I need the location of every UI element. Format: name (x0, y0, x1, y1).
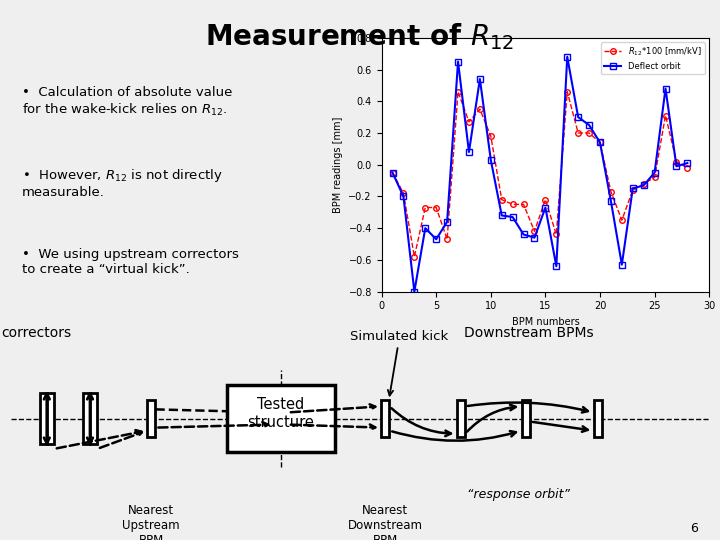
Deflect orbit (618, 261, 626, 268)
$R_{12}$*100 [mm/kV] (519, 201, 528, 207)
Deflect orbit (683, 160, 692, 166)
Deflect orbit (574, 114, 582, 120)
Deflect orbit (487, 157, 495, 163)
$R_{12}$*100 [mm/kV] (585, 130, 593, 136)
$R_{12}$*100 [mm/kV] (683, 165, 692, 171)
Text: •  Calculation of absolute value
for the wake-kick relies on $R_{12}$.: • Calculation of absolute value for the … (22, 86, 232, 118)
$R_{12}$*100 [mm/kV] (421, 204, 430, 211)
Deflect orbit (464, 148, 473, 156)
$R_{12}$*100 [mm/kV] (650, 174, 659, 180)
Text: •  However, $R_{12}$ is not directly
measurable.: • However, $R_{12}$ is not directly meas… (22, 167, 222, 199)
Bar (47, 393, 54, 444)
Text: 6: 6 (690, 522, 698, 535)
Deflect orbit (629, 185, 637, 192)
Bar (40, 393, 47, 444)
Bar (227, 385, 335, 452)
Text: correctors: correctors (1, 326, 71, 340)
$R_{12}$*100 [mm/kV] (443, 236, 451, 242)
Deflect orbit (530, 234, 539, 241)
$R_{12}$*100 [mm/kV] (487, 133, 495, 139)
$R_{12}$*100 [mm/kV] (399, 190, 408, 197)
Deflect orbit (399, 193, 408, 200)
Y-axis label: BPM readings [mm]: BPM readings [mm] (333, 117, 343, 213)
Deflect orbit (421, 225, 430, 231)
Bar (521, 400, 530, 437)
Bar (457, 400, 465, 437)
Deflect orbit (639, 182, 648, 188)
Text: Nearest
Downstream
BPM: Nearest Downstream BPM (348, 503, 423, 540)
Deflect orbit (650, 170, 659, 176)
Bar (148, 400, 156, 437)
$R_{12}$*100 [mm/kV] (432, 204, 441, 211)
$R_{12}$*100 [mm/kV] (661, 112, 670, 119)
Text: Nearest
Upstream
BPM: Nearest Upstream BPM (122, 503, 180, 540)
Deflect orbit (388, 170, 397, 176)
$R_{12}$*100 [mm/kV] (388, 170, 397, 176)
$R_{12}$*100 [mm/kV] (541, 197, 550, 203)
$R_{12}$*100 [mm/kV] (410, 253, 419, 260)
Text: Tested
structure: Tested structure (248, 397, 314, 430)
$R_{12}$*100 [mm/kV] (454, 89, 462, 95)
Text: Downstream BPMs: Downstream BPMs (464, 326, 594, 340)
Deflect orbit (552, 263, 561, 269)
Deflect orbit (541, 204, 550, 211)
Deflect orbit (432, 236, 441, 242)
Deflect orbit (595, 139, 604, 146)
$R_{12}$*100 [mm/kV] (574, 130, 582, 136)
Text: •  We using upstream correctors
to create a “virtual kick”.: • We using upstream correctors to create… (22, 248, 238, 276)
Legend: $R_{12}$*100 [mm/kV], Deflect orbit: $R_{12}$*100 [mm/kV], Deflect orbit (601, 42, 705, 75)
$R_{12}$*100 [mm/kV] (595, 139, 604, 146)
$R_{12}$*100 [mm/kV] (563, 89, 572, 95)
$R_{12}$*100 [mm/kV] (552, 231, 561, 238)
Bar (83, 393, 90, 444)
Deflect orbit (585, 122, 593, 129)
$R_{12}$*100 [mm/kV] (464, 119, 473, 125)
Deflect orbit (563, 53, 572, 60)
Deflect orbit (498, 212, 506, 219)
Text: Measurement of $R_{12}$: Measurement of $R_{12}$ (205, 22, 515, 52)
Line: Deflect orbit: Deflect orbit (390, 54, 690, 294)
Deflect orbit (519, 231, 528, 238)
Deflect orbit (661, 85, 670, 92)
Deflect orbit (443, 219, 451, 225)
X-axis label: BPM numbers: BPM numbers (511, 317, 580, 327)
Bar (594, 400, 602, 437)
Deflect orbit (410, 288, 419, 295)
$R_{12}$*100 [mm/kV] (508, 201, 517, 207)
$R_{12}$*100 [mm/kV] (530, 228, 539, 234)
Text: Simulated kick: Simulated kick (351, 329, 449, 395)
Bar (382, 400, 390, 437)
$R_{12}$*100 [mm/kV] (629, 187, 637, 193)
Bar (90, 393, 97, 444)
Text: “response orbit”: “response orbit” (467, 488, 570, 501)
$R_{12}$*100 [mm/kV] (475, 106, 484, 112)
$R_{12}$*100 [mm/kV] (672, 158, 681, 165)
$R_{12}$*100 [mm/kV] (607, 188, 616, 195)
Line: $R_{12}$*100 [mm/kV]: $R_{12}$*100 [mm/kV] (390, 89, 690, 260)
Deflect orbit (454, 58, 462, 65)
$R_{12}$*100 [mm/kV] (618, 217, 626, 224)
Deflect orbit (508, 214, 517, 220)
Deflect orbit (475, 76, 484, 82)
$R_{12}$*100 [mm/kV] (498, 197, 506, 203)
Deflect orbit (607, 198, 616, 205)
$R_{12}$*100 [mm/kV] (639, 180, 648, 187)
Deflect orbit (672, 163, 681, 170)
